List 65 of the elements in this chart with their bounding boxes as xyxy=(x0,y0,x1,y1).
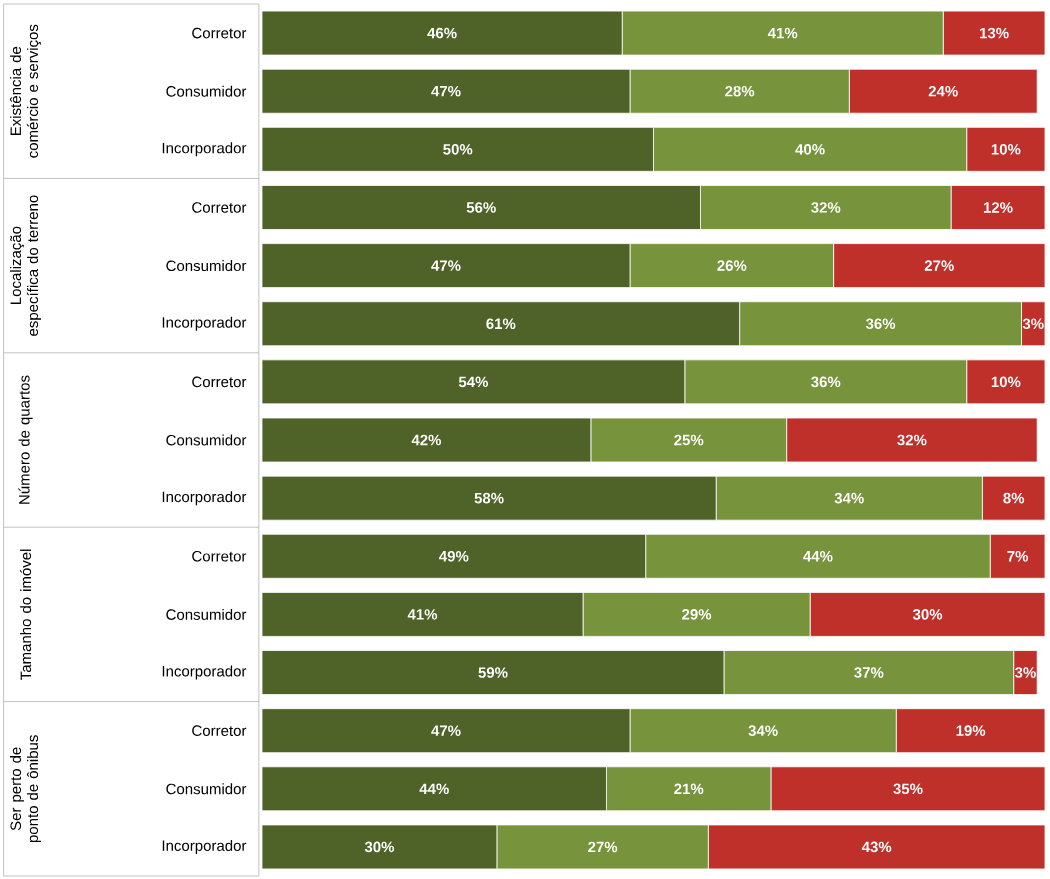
data-label: 47% xyxy=(431,260,461,271)
data-label: 42% xyxy=(411,434,442,446)
data-label: 59% xyxy=(478,667,508,678)
data-label: 27% xyxy=(588,841,618,853)
y-tick-label: Corretor xyxy=(192,725,247,736)
y-tick-label: Consumidor xyxy=(166,608,247,620)
y-tick-label: Consumidor xyxy=(166,260,247,272)
data-label: 26% xyxy=(717,260,747,271)
data-label: 41% xyxy=(767,27,798,39)
data-label: 10% xyxy=(991,144,1021,155)
data-label: 21% xyxy=(674,783,704,795)
data-label: 47% xyxy=(431,85,461,97)
text: Existência de comércio e serviços xyxy=(9,24,42,158)
data-label: 10% xyxy=(991,376,1021,388)
data-label: 3% xyxy=(1022,318,1044,330)
data-label: 50% xyxy=(443,144,473,155)
y-tick-label: Consumidor xyxy=(166,434,247,446)
data-label: 47% xyxy=(431,725,461,736)
data-label: 56% xyxy=(466,202,496,213)
text: Localização específica do terreno xyxy=(10,195,42,336)
text: Número de quartos xyxy=(18,375,33,504)
data-label: 30% xyxy=(364,841,395,853)
data-label: 44% xyxy=(419,783,449,795)
data-label: 29% xyxy=(682,609,712,620)
y-tick-label: Corretor xyxy=(192,376,247,388)
data-label: 36% xyxy=(811,376,841,388)
text: Tamanho do imóvel xyxy=(19,549,32,680)
data-label: 8% xyxy=(1003,492,1025,504)
data-label: 30% xyxy=(912,609,943,620)
data-label: 43% xyxy=(861,841,892,853)
y-tick-label: Corretor xyxy=(192,550,247,562)
data-label: 28% xyxy=(725,85,755,97)
data-label: 35% xyxy=(893,783,923,795)
y-tick-label: Incorporador xyxy=(162,665,247,680)
text: Ser perto de ponto de ônibus xyxy=(10,735,42,843)
y-tick-label: Incorporador xyxy=(162,491,247,506)
y-tick-label: Incorporador xyxy=(162,142,247,157)
data-label: 41% xyxy=(407,609,438,620)
data-label: 24% xyxy=(928,85,958,97)
y-tick-label: Corretor xyxy=(192,27,247,39)
data-label: 44% xyxy=(803,550,833,562)
data-label: 61% xyxy=(486,318,516,330)
y-tick-label: Incorporador xyxy=(162,316,247,331)
data-label: 12% xyxy=(983,202,1013,213)
data-label: 32% xyxy=(897,434,927,446)
data-label: 40% xyxy=(795,144,825,155)
y-tick-label: Consumidor xyxy=(166,85,247,97)
data-label: 58% xyxy=(474,492,504,504)
data-label: 54% xyxy=(458,376,489,388)
data-label: 34% xyxy=(748,725,778,736)
data-label: 36% xyxy=(865,318,896,330)
y-tick-label: Consumidor xyxy=(166,783,247,795)
data-label: 32% xyxy=(811,202,841,213)
data-label: 27% xyxy=(924,260,954,271)
data-label: 46% xyxy=(427,27,457,39)
data-label: 13% xyxy=(980,27,1009,39)
data-label: 37% xyxy=(854,667,884,678)
y-tick-label: Incorporador xyxy=(162,839,247,854)
y-tick-label: Corretor xyxy=(192,202,247,213)
data-label: 34% xyxy=(834,492,864,504)
data-label: 3% xyxy=(1014,667,1036,678)
data-label: 7% xyxy=(1007,550,1029,562)
data-label: 19% xyxy=(956,725,986,736)
data-label: 25% xyxy=(674,434,704,446)
data-label: 49% xyxy=(439,550,469,562)
